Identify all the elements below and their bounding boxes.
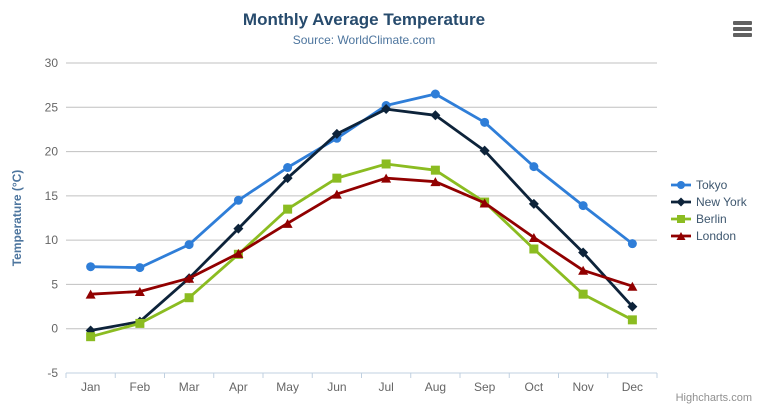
series-line [89, 162, 634, 339]
x-axis-label: Mar [179, 380, 200, 394]
series-line [89, 176, 634, 296]
legend-item-tokyo[interactable]: Tokyo [671, 176, 747, 193]
y-axis-grid: -5 0 5 10 15 20 25 30 [45, 56, 657, 380]
highcharts-credits-link[interactable]: Highcharts.com [675, 392, 752, 404]
legend-item-london[interactable]: London [671, 227, 747, 244]
y-axis-label: 5 [51, 277, 58, 291]
y-axis-label: 25 [45, 100, 59, 114]
y-axis-label: 10 [45, 233, 59, 247]
legend: Tokyo New York Berlin London [671, 176, 747, 244]
hamburger-icon [733, 27, 752, 31]
x-axis-label: May [276, 380, 299, 394]
legend-item-new-york[interactable]: New York [671, 193, 747, 210]
legend-item-label: London [696, 228, 737, 243]
y-axis-label: 30 [45, 56, 59, 70]
series-london[interactable] [85, 173, 638, 299]
y-axis-label: 20 [45, 145, 59, 159]
legend-item-label: Tokyo [696, 177, 728, 192]
y-axis-label: -5 [47, 366, 58, 380]
legend-item-label: New York [696, 194, 747, 209]
triangle-legend-icon [671, 231, 691, 240]
diamond-legend-icon [671, 197, 691, 206]
context-menu-button[interactable] [733, 21, 752, 37]
x-axis-label: Aug [425, 380, 446, 394]
hamburger-icon [733, 33, 752, 37]
chart-subtitle: Source: WorldClimate.com [292, 33, 436, 47]
x-axis-label: Oct [525, 380, 544, 394]
legend-item-berlin[interactable]: Berlin [671, 210, 747, 227]
legend-item-label: Berlin [696, 211, 727, 226]
series-new-york[interactable] [85, 104, 638, 336]
series-line [89, 107, 634, 332]
y-axis-label: 15 [45, 189, 59, 203]
x-axis: Jan Feb Mar Apr May Jun Jul Aug Sep Oct Nov Dec [65, 372, 658, 394]
square-legend-icon [671, 214, 691, 223]
hamburger-icon [733, 21, 752, 25]
x-axis-label: Dec [622, 380, 643, 394]
x-axis-label: Jul [378, 380, 393, 394]
chart-title: Monthly Average Temperature [242, 10, 486, 29]
x-axis-label: Nov [572, 380, 593, 394]
series-tokyo[interactable] [86, 89, 637, 273]
x-axis-label: Feb [130, 380, 151, 394]
x-axis-label: Jun [327, 380, 346, 394]
x-axis-label: Jan [81, 380, 100, 394]
y-axis-label: 0 [51, 322, 58, 336]
x-axis-label: Apr [229, 380, 248, 394]
x-axis-label: Sep [474, 380, 496, 394]
circle-legend-icon [671, 180, 691, 189]
